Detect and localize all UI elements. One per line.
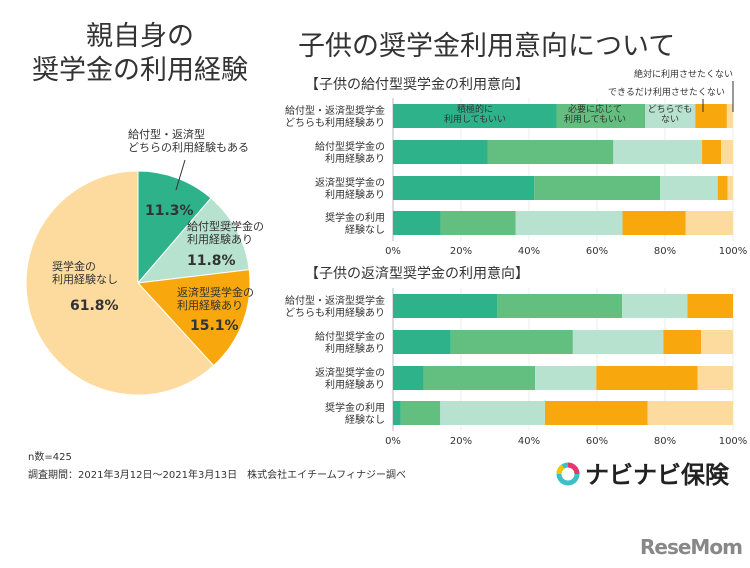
bar-segment [487,140,614,164]
bar-segment [727,176,733,200]
bar-segment [695,104,727,128]
x-tick-label: 80% [654,246,676,257]
category-label: 給付型・返済型奨学金どちらも利用経験あり [285,104,385,129]
bar-segment [613,140,703,164]
category-label: 返済型奨学金の利用経験あり [315,366,385,391]
bar-segment [687,294,733,318]
pie-value-hensai: 15.1% [190,318,239,334]
bar-chart-1-title: 【子供の給付型奨学金の利用意向】 [305,77,529,93]
bar-segment [622,211,686,235]
pie-slice [136,197,250,284]
pie-value-none: 61.8% [70,298,119,314]
bar-segment [393,176,535,200]
pie-value-both: 11.3% [145,203,194,219]
bar-chart-2-title: 【子供の返済型奨学金の利用意向】 [305,266,529,282]
pie-title-line1: 親自身の [86,21,194,52]
logo-ring-icon [556,462,580,485]
bar-segment [534,176,661,200]
pie-slice [136,269,251,367]
pie-label-both: 給付型・返済型どちらの利用経験もある [128,127,249,154]
bar-segment [645,104,696,128]
bar-segment [497,294,623,318]
category-label: 給付型・返済型奨学金どちらも利用経験あり [285,294,385,319]
bar-segment [726,104,733,128]
category-label: 奨学金の利用経験なし [325,401,385,426]
bar-segment [515,211,623,235]
pie-label-none: 奨学金の利用経験なし [52,259,118,286]
category-label: 給付型奨学金の利用経験あり [315,330,385,355]
category-label: 奨学金の利用経験なし [325,211,385,236]
legend-label-rather-not: できるだけ利用させたくない [608,86,725,98]
survey-period: 調査期間：2021年3月12日〜2021年3月13日 株式会社エイチームフィナジ… [28,470,406,481]
bar-segment [544,401,648,425]
bar-segment [717,176,728,200]
bar-segment [647,401,733,425]
legend-label-neutral: どちらでもない [648,104,693,125]
x-tick-label: 60% [586,436,608,447]
bar-segment [702,140,722,164]
bar-segment [393,366,424,390]
x-tick-label: 0% [385,246,401,257]
bar-section-title: 子供の奨学金利用意向について [298,31,676,62]
bar-segment [440,401,545,425]
pie-leader-line [175,159,186,191]
bar-segment [393,140,488,164]
x-tick-label: 20% [450,246,472,257]
navinavi-logo: ナビナビ保険 [555,455,729,490]
sample-size: n数=425 [28,452,72,463]
bar-segment [393,294,498,318]
bar-segment [685,211,733,235]
bar-segment [596,366,698,390]
pie-label-kyufu: 給付型奨学金の利用経験あり [187,219,264,246]
legend-label-positive: 積極的に利用してもいい [444,103,506,125]
x-tick-label: 100% [719,246,748,257]
bar-segment [423,366,536,390]
pie-value-kyufu: 11.8% [187,253,236,269]
legend-label-never: 絶対に利用させたくない [634,68,733,80]
x-tick-label: 80% [654,436,676,447]
bar-segment [393,401,401,425]
pie-title-line2: 奨学金の利用経験 [32,55,248,86]
bar-segment [400,401,441,425]
bar-segment [556,104,646,128]
bar-segment [663,330,702,354]
category-label: 給付型奨学金の利用経験あり [315,140,385,165]
bar-segment [697,366,733,390]
bar-segment [701,330,733,354]
x-tick-label: 20% [450,436,472,447]
category-label: 返済型奨学金の利用経験あり [315,176,385,201]
bar-segment [622,294,688,318]
x-tick-label: 40% [518,436,540,447]
resemom-watermark: ReseMom [640,535,743,559]
bar-segment [393,330,451,354]
bar-segment [450,330,573,354]
logo-text: ナビナビ保険 [585,461,729,489]
bar-segment [440,211,516,235]
x-tick-label: 100% [719,436,748,447]
bar-segment [721,140,733,164]
pie-label-hensai: 返済型奨学金の利用経験あり [177,285,254,312]
x-tick-label: 0% [385,436,401,447]
pie-slice [25,170,215,396]
bar-segment [393,211,441,235]
bar-segment [393,104,557,128]
x-tick-label: 40% [518,246,540,257]
pie-title: 親自身の 奨学金の利用経験 [20,20,260,88]
x-tick-label: 60% [586,246,608,257]
bar-segment [660,176,718,200]
pie-slice [137,170,212,285]
legend-label-as-needed: 必要に応じて利用してもいい [564,103,626,125]
bar-segment [535,366,597,390]
bar-segment [572,330,664,354]
